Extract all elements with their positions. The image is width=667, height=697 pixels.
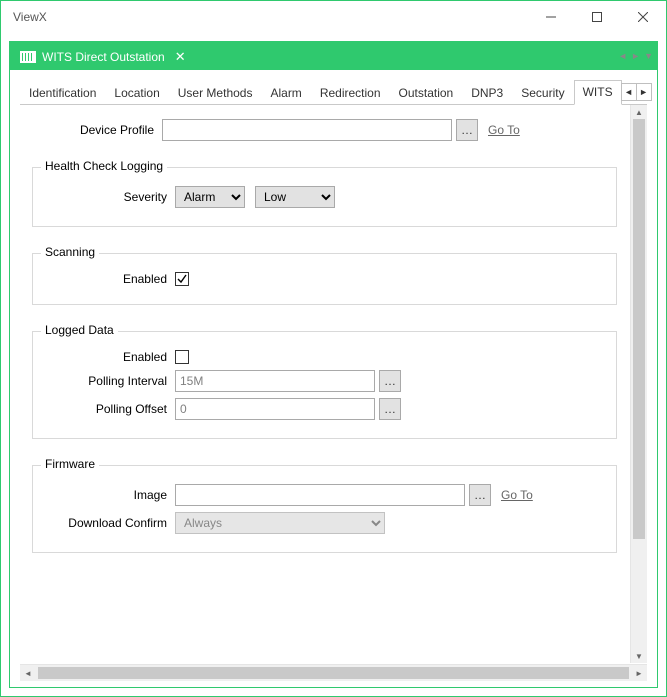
- tabs-scroll-left-icon[interactable]: ◄: [621, 83, 637, 101]
- content-area: Identification Location User Methods Ala…: [10, 70, 657, 687]
- outstation-icon: [20, 51, 36, 63]
- scanning-enabled-checkbox[interactable]: [175, 272, 189, 286]
- logged-data-group: Logged Data Enabled Polling Interval … P…: [32, 331, 617, 439]
- logged-enabled-checkbox[interactable]: [175, 350, 189, 364]
- inner-panel: WITS Direct Outstation ✕ ◄ ► ▼ Identific…: [9, 41, 658, 688]
- device-profile-row: Device Profile … Go To: [32, 119, 617, 141]
- document-tab-close-icon[interactable]: ✕: [171, 49, 186, 65]
- window-title: ViewX: [13, 10, 47, 24]
- firmware-image-browse-button[interactable]: …: [469, 484, 491, 506]
- device-profile-goto-link[interactable]: Go To: [488, 123, 520, 137]
- polling-interval-label: Polling Interval: [45, 374, 175, 388]
- tab-wits[interactable]: WITS: [574, 80, 622, 105]
- tab-next-icon[interactable]: ►: [631, 51, 640, 61]
- severity-select[interactable]: Alarm: [175, 186, 245, 208]
- scroll-right-icon[interactable]: ►: [631, 665, 647, 681]
- polling-offset-input[interactable]: [175, 398, 375, 420]
- firmware-image-goto-link[interactable]: Go To: [501, 488, 533, 502]
- polling-interval-browse-button[interactable]: …: [379, 370, 401, 392]
- scroll-left-icon[interactable]: ◄: [20, 665, 36, 681]
- download-confirm-label: Download Confirm: [45, 516, 175, 530]
- tab-outstation[interactable]: Outstation: [390, 81, 463, 105]
- tab-prev-icon[interactable]: ◄: [618, 51, 627, 61]
- scroll-up-icon[interactable]: ▲: [631, 105, 647, 119]
- polling-offset-label: Polling Offset: [45, 402, 175, 416]
- vertical-scroll-thumb[interactable]: [633, 119, 645, 539]
- tab-menu-icon[interactable]: ▼: [644, 51, 653, 61]
- document-tab[interactable]: WITS Direct Outstation ✕: [14, 44, 194, 70]
- health-check-legend: Health Check Logging: [41, 159, 167, 173]
- form-scroll-area: Device Profile … Go To Health Check Logg…: [20, 105, 647, 681]
- property-tabs: Identification Location User Methods Ala…: [20, 80, 647, 105]
- scroll-down-icon[interactable]: ▼: [631, 649, 647, 663]
- health-check-group: Health Check Logging Severity Alarm Low: [32, 167, 617, 227]
- tab-redirection[interactable]: Redirection: [311, 81, 390, 105]
- download-confirm-select[interactable]: Always: [175, 512, 385, 534]
- device-profile-label: Device Profile: [32, 123, 162, 137]
- polling-interval-input[interactable]: [175, 370, 375, 392]
- tab-security[interactable]: Security: [512, 81, 573, 105]
- firmware-group: Firmware Image … Go To Download Confirm …: [32, 465, 617, 553]
- scanning-legend: Scanning: [41, 245, 99, 259]
- tab-dnp3[interactable]: DNP3: [462, 81, 512, 105]
- tab-alarm[interactable]: Alarm: [261, 81, 310, 105]
- tabstrip-nav: ◄ ► ▼: [618, 42, 653, 70]
- severity-label: Severity: [45, 190, 175, 204]
- document-tab-title: WITS Direct Outstation: [42, 50, 165, 64]
- maximize-button[interactable]: [574, 1, 620, 33]
- firmware-image-label: Image: [45, 488, 175, 502]
- device-profile-browse-button[interactable]: …: [456, 119, 478, 141]
- document-tabstrip: WITS Direct Outstation ✕ ◄ ► ▼: [10, 42, 657, 70]
- vertical-scrollbar[interactable]: ▲ ▼: [630, 105, 647, 663]
- minimize-button[interactable]: [528, 1, 574, 33]
- tab-identification[interactable]: Identification: [20, 81, 105, 105]
- logged-enabled-label: Enabled: [45, 350, 175, 364]
- app-window: ViewX WITS Direct Outstation ✕ ◄ ► ▼: [0, 0, 667, 697]
- firmware-legend: Firmware: [41, 457, 99, 471]
- horizontal-scrollbar[interactable]: ◄ ►: [20, 664, 647, 681]
- tabs-scroll-right-icon[interactable]: ►: [636, 83, 652, 101]
- close-button[interactable]: [620, 1, 666, 33]
- scanning-group: Scanning Enabled: [32, 253, 617, 305]
- logged-data-legend: Logged Data: [41, 323, 118, 337]
- form-body: Device Profile … Go To Health Check Logg…: [20, 105, 629, 663]
- polling-offset-browse-button[interactable]: …: [379, 398, 401, 420]
- tab-user-methods[interactable]: User Methods: [169, 81, 262, 105]
- firmware-image-input[interactable]: [175, 484, 465, 506]
- tab-location[interactable]: Location: [105, 81, 168, 105]
- device-profile-input[interactable]: [162, 119, 452, 141]
- horizontal-scroll-thumb[interactable]: [38, 667, 629, 679]
- title-bar: ViewX: [1, 1, 666, 33]
- property-tabs-scroll: ◄ ►: [622, 83, 652, 101]
- scanning-enabled-label: Enabled: [45, 272, 175, 286]
- severity-level-select[interactable]: Low: [255, 186, 335, 208]
